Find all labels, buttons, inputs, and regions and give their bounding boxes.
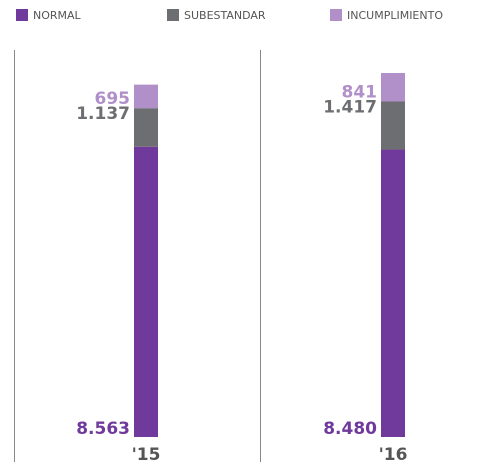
value-label: 695 bbox=[95, 89, 131, 109]
bar-segment bbox=[381, 101, 405, 150]
bar-segment bbox=[134, 84, 158, 109]
legend-swatch bbox=[167, 9, 179, 21]
x-tick-label: '16 bbox=[379, 445, 408, 465]
bar-segment bbox=[381, 73, 405, 102]
legend-swatch bbox=[16, 9, 28, 21]
bar-segment bbox=[134, 146, 158, 437]
bar-segment bbox=[381, 149, 405, 438]
bar-segment bbox=[134, 108, 158, 147]
legend-label: SUBESTANDAR bbox=[184, 9, 266, 22]
value-label: 1.417 bbox=[323, 98, 377, 118]
value-label: 8.563 bbox=[76, 419, 130, 439]
value-label: 8.480 bbox=[323, 419, 377, 439]
legend-label: NORMAL bbox=[33, 9, 82, 22]
x-tick-label: '15 bbox=[132, 445, 161, 465]
value-label: 1.137 bbox=[76, 104, 130, 124]
legend-label: INCUMPLIMIENTO bbox=[347, 9, 443, 22]
legend-swatch bbox=[330, 9, 342, 21]
value-label: 841 bbox=[342, 83, 378, 103]
